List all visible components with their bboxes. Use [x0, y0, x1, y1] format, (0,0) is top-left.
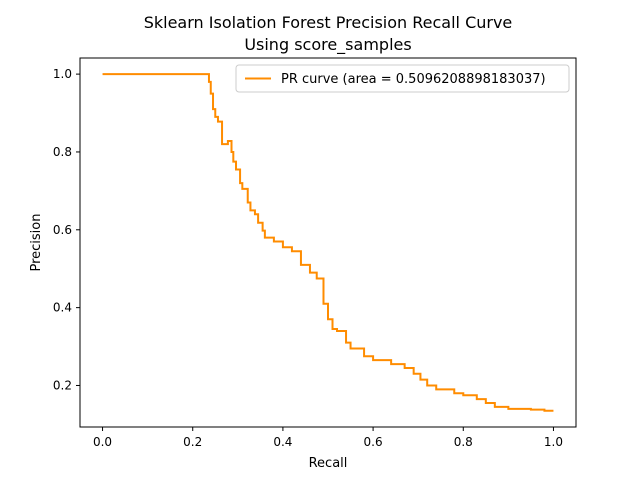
x-tick-label: 0.0 [93, 435, 112, 449]
legend-box [235, 64, 570, 93]
legend: PR curve (area = 0.5096208898183037) [235, 64, 570, 93]
y-axis-label: Precision [29, 213, 44, 271]
x-tick-label: 1.0 [544, 435, 563, 449]
y-tick-label: 0.6 [53, 223, 72, 237]
y-tick-label: 0.8 [53, 145, 72, 159]
chart-title: Sklearn Isolation Forest Precision Recal… [144, 13, 513, 32]
y-tick-label: 0.4 [53, 301, 72, 315]
chart-subtitle: Using score_samples [244, 35, 411, 55]
pr-curve-line [102, 73, 554, 412]
x-axis-ticks: 0.0 0.2 0.4 0.6 0.8 1.0 [93, 427, 563, 449]
legend-label: PR curve (area = 0.5096208898183037) [281, 72, 546, 87]
x-axis-label: Recall [309, 456, 348, 471]
plot-frame [79, 57, 577, 428]
x-tick-label: 0.8 [454, 435, 473, 449]
y-axis-ticks: 0.2 0.4 0.6 0.8 1.0 [53, 67, 80, 392]
x-tick-label: 0.2 [183, 435, 202, 449]
x-tick-label: 0.4 [273, 435, 292, 449]
y-tick-label: 1.0 [53, 67, 72, 81]
x-tick-label: 0.6 [364, 435, 383, 449]
y-tick-label: 0.2 [53, 378, 72, 392]
